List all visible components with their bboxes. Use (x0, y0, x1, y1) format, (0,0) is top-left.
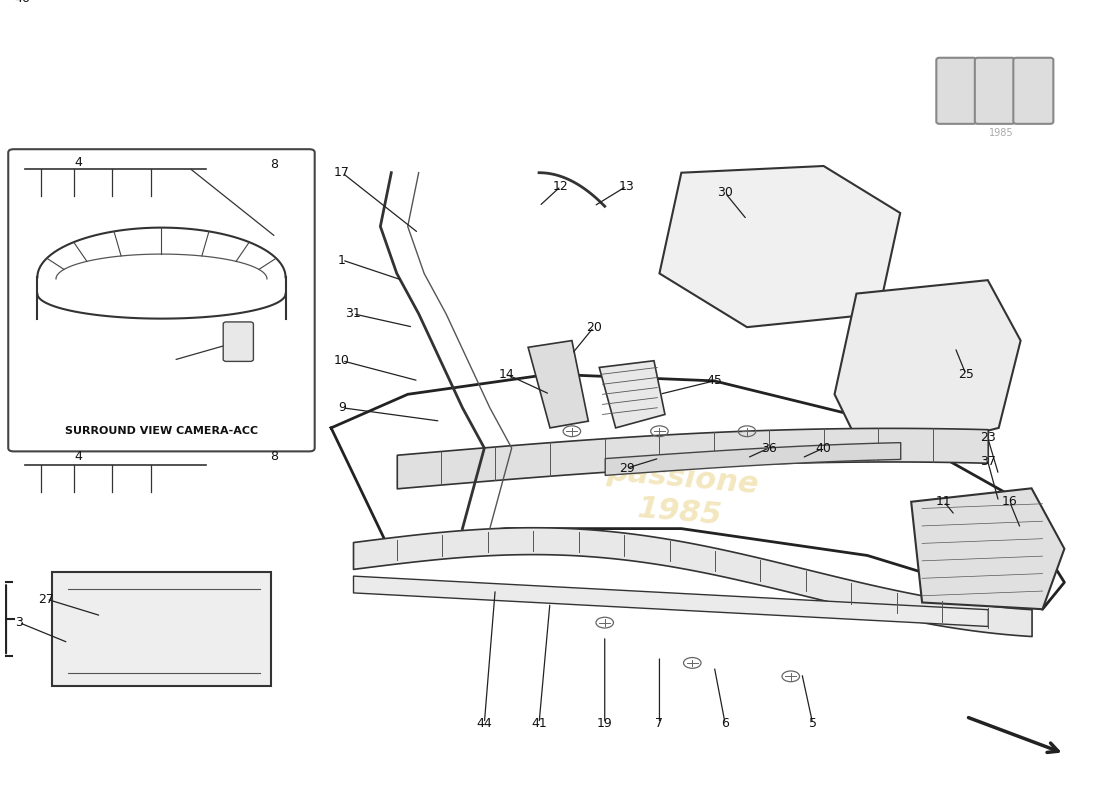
Text: 45: 45 (706, 374, 722, 387)
Text: 3: 3 (15, 616, 23, 629)
Text: 44: 44 (476, 717, 492, 730)
Text: 11: 11 (936, 495, 952, 508)
Text: 12: 12 (553, 180, 569, 193)
FancyBboxPatch shape (223, 322, 253, 362)
Text: 23: 23 (980, 431, 996, 445)
Text: 8: 8 (270, 450, 278, 463)
Text: 46: 46 (14, 0, 31, 6)
Polygon shape (911, 488, 1065, 609)
Text: 10: 10 (334, 354, 350, 367)
Text: 29: 29 (618, 462, 635, 474)
Text: 9: 9 (338, 402, 346, 414)
FancyBboxPatch shape (1013, 58, 1054, 124)
Text: 4: 4 (75, 450, 82, 463)
Text: 1: 1 (338, 254, 346, 266)
FancyBboxPatch shape (9, 150, 315, 451)
Text: 13: 13 (618, 180, 635, 193)
Text: 36: 36 (761, 442, 777, 454)
FancyBboxPatch shape (936, 58, 977, 124)
Text: 6: 6 (722, 717, 729, 730)
Text: 40: 40 (816, 442, 832, 454)
Polygon shape (659, 166, 900, 327)
Text: 37: 37 (980, 455, 996, 468)
Text: 27: 27 (39, 593, 55, 606)
Text: 5: 5 (808, 717, 816, 730)
Text: 16: 16 (1002, 495, 1018, 508)
Text: 19: 19 (597, 717, 613, 730)
Text: 20: 20 (586, 321, 602, 334)
Polygon shape (835, 280, 1021, 462)
Text: 8: 8 (270, 158, 278, 171)
FancyBboxPatch shape (52, 572, 271, 686)
Text: 14: 14 (498, 368, 514, 381)
Text: 31: 31 (345, 307, 361, 320)
Text: 1985: 1985 (989, 128, 1013, 138)
FancyBboxPatch shape (975, 58, 1015, 124)
Polygon shape (528, 341, 588, 428)
Polygon shape (600, 361, 664, 428)
Text: SURROUND VIEW CAMERA-ACC: SURROUND VIEW CAMERA-ACC (65, 426, 258, 436)
Text: passione
1985: passione 1985 (603, 458, 760, 533)
Text: 17: 17 (334, 166, 350, 179)
Text: 4: 4 (75, 156, 82, 169)
Text: 25: 25 (958, 368, 974, 381)
Text: 30: 30 (717, 186, 733, 199)
Text: 41: 41 (531, 717, 547, 730)
Text: 7: 7 (656, 717, 663, 730)
